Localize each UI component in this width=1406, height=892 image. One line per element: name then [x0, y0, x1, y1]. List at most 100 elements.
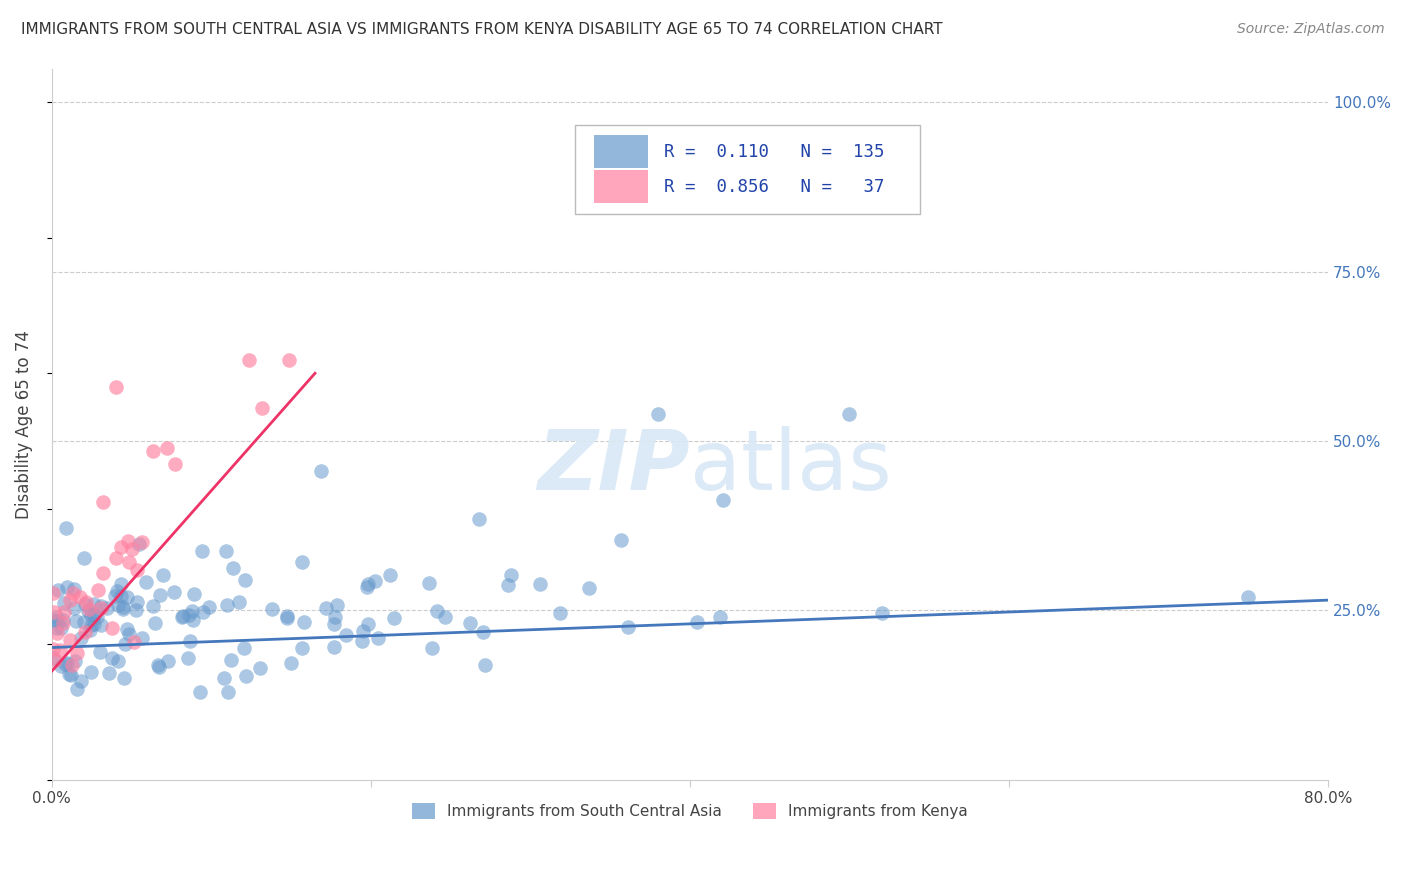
- Point: [323, 617, 346, 632]
- Point: [79, 665, 101, 679]
- Point: [125, 603, 148, 617]
- Point: [104, 590, 127, 604]
- Point: [143, 615, 166, 630]
- Text: R =  0.110   N =  135: R = 0.110 N = 135: [665, 143, 884, 161]
- Point: [55, 521, 77, 535]
- Point: [278, 352, 301, 367]
- Point: [157, 654, 180, 668]
- Point: [357, 617, 380, 632]
- Point: [172, 609, 194, 624]
- Point: [53, 596, 76, 610]
- Point: [112, 671, 135, 685]
- Point: [73, 615, 96, 630]
- Point: [83, 597, 105, 611]
- Point: [142, 599, 165, 613]
- Point: [49, 659, 72, 673]
- Point: [66, 646, 89, 660]
- Point: [838, 407, 860, 421]
- Point: [578, 582, 600, 596]
- Point: [63, 582, 86, 596]
- Text: R =  0.856   N =   37: R = 0.856 N = 37: [665, 178, 884, 195]
- Point: [228, 595, 250, 609]
- Point: [127, 563, 149, 577]
- Point: [711, 492, 734, 507]
- Point: [115, 590, 138, 604]
- Point: [1237, 590, 1260, 604]
- Point: [52, 605, 75, 619]
- Point: [326, 599, 349, 613]
- Point: [276, 609, 298, 624]
- Point: [433, 609, 456, 624]
- Point: [262, 602, 284, 616]
- Point: [105, 551, 128, 566]
- Point: [49, 621, 72, 635]
- Point: [291, 640, 314, 655]
- Point: [115, 622, 138, 636]
- Point: [235, 573, 257, 587]
- Point: [350, 633, 373, 648]
- Point: [75, 624, 97, 639]
- Point: [135, 574, 157, 589]
- Point: [235, 669, 257, 683]
- Point: [335, 627, 357, 641]
- Point: [121, 541, 143, 556]
- Point: [117, 533, 139, 548]
- Point: [60, 658, 83, 673]
- Y-axis label: Disability Age 65 to 74: Disability Age 65 to 74: [15, 330, 32, 518]
- Point: [276, 611, 298, 625]
- Point: [219, 653, 242, 667]
- Point: [181, 604, 204, 618]
- Point: [91, 566, 114, 580]
- Point: [647, 407, 669, 421]
- Point: [311, 464, 333, 478]
- FancyBboxPatch shape: [595, 136, 648, 168]
- Point: [323, 610, 346, 624]
- Point: [238, 352, 260, 367]
- Text: IMMIGRANTS FROM SOUTH CENTRAL ASIA VS IMMIGRANTS FROM KENYA DISABILITY AGE 65 TO: IMMIGRANTS FROM SOUTH CENTRAL ASIA VS IM…: [21, 22, 942, 37]
- Point: [69, 590, 91, 604]
- Point: [98, 666, 121, 681]
- Point: [89, 645, 111, 659]
- Point: [52, 615, 75, 630]
- Point: [110, 589, 132, 603]
- Point: [378, 568, 401, 582]
- Point: [124, 634, 146, 648]
- Point: [190, 544, 212, 558]
- Point: [352, 624, 374, 638]
- Point: [474, 658, 496, 673]
- Point: [73, 551, 96, 566]
- Point: [217, 685, 239, 699]
- Point: [65, 614, 87, 628]
- Point: [356, 580, 378, 594]
- Point: [77, 602, 100, 616]
- FancyBboxPatch shape: [575, 126, 920, 214]
- FancyBboxPatch shape: [595, 170, 648, 202]
- Point: [101, 650, 124, 665]
- Point: [610, 533, 633, 547]
- Point: [80, 608, 103, 623]
- Point: [48, 643, 70, 657]
- Point: [357, 577, 380, 591]
- Point: [48, 614, 70, 628]
- Point: [148, 657, 170, 672]
- Point: [177, 607, 200, 622]
- Point: [183, 587, 205, 601]
- Point: [152, 568, 174, 582]
- Point: [58, 667, 80, 681]
- Point: [198, 600, 221, 615]
- Point: [60, 668, 83, 682]
- Point: [193, 606, 215, 620]
- Point: [709, 610, 731, 624]
- Point: [172, 610, 194, 624]
- Point: [468, 512, 491, 526]
- Point: [149, 588, 172, 602]
- Point: [79, 623, 101, 637]
- Text: Source: ZipAtlas.com: Source: ZipAtlas.com: [1237, 22, 1385, 37]
- Point: [76, 595, 98, 609]
- Point: [53, 657, 76, 672]
- Point: [315, 601, 337, 615]
- Legend: Immigrants from South Central Asia, Immigrants from Kenya: Immigrants from South Central Asia, Immi…: [406, 797, 974, 825]
- Point: [42, 650, 65, 665]
- Point: [80, 618, 103, 632]
- Point: [249, 660, 271, 674]
